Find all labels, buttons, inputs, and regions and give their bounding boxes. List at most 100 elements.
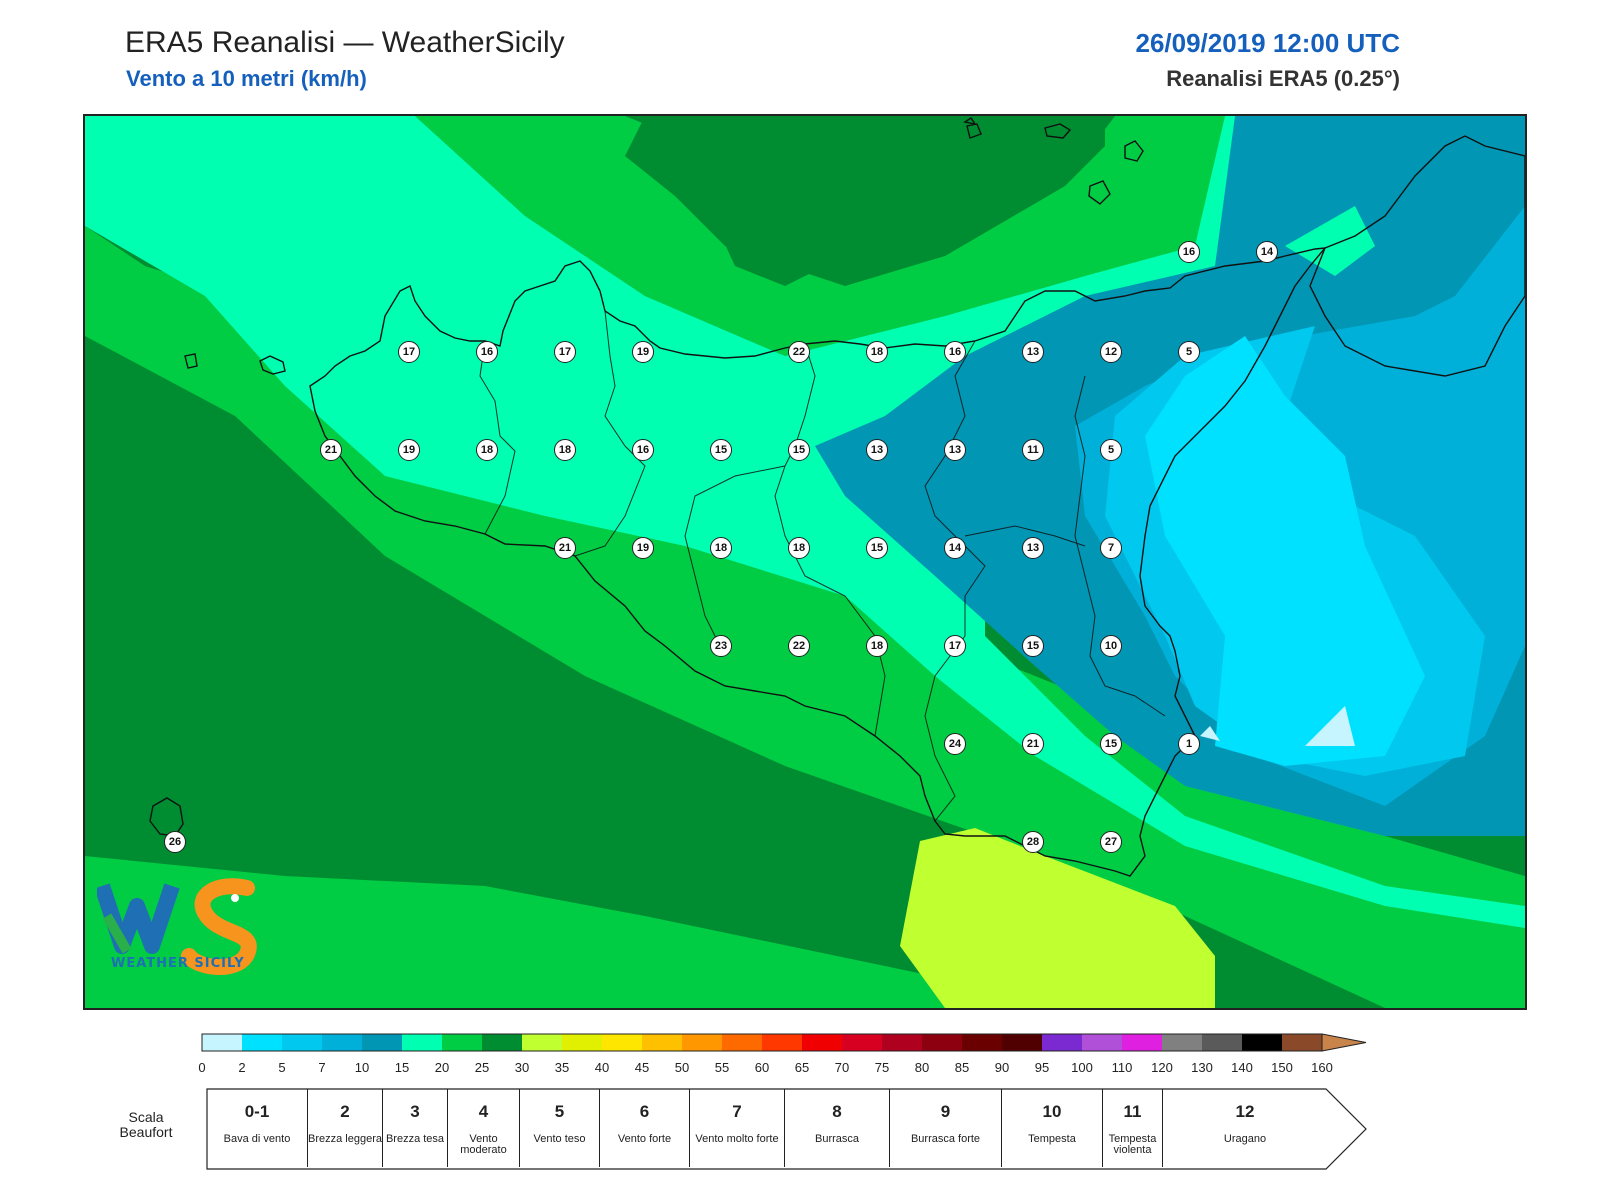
colorbar-label: 20 bbox=[434, 1060, 450, 1075]
station-value: 21 bbox=[320, 439, 342, 461]
station-value: 18 bbox=[554, 439, 576, 461]
station-value: 16 bbox=[1178, 241, 1200, 263]
beaufort-description: Vento molto forte bbox=[695, 1133, 779, 1145]
colorbar-label: 70 bbox=[834, 1060, 850, 1075]
beaufort-description: Vento teso bbox=[533, 1133, 586, 1145]
colorbar-cell bbox=[602, 1034, 642, 1051]
station-value: 7 bbox=[1100, 537, 1122, 559]
station-value: 19 bbox=[632, 537, 654, 559]
station-value: 14 bbox=[1256, 241, 1278, 263]
beaufort-cell: 2 Brezza leggera bbox=[307, 1089, 382, 1167]
legend: 0 2 5 7 10 15 20 25 30 35 40 45 50 55 60 65 70 75 80 85 90 95… bbox=[0, 1030, 1600, 1200]
colorbar-cell bbox=[1202, 1034, 1242, 1051]
station-value: 15 bbox=[710, 439, 732, 461]
colorbar-cell bbox=[722, 1034, 762, 1051]
beaufort-number: 8 bbox=[832, 1102, 842, 1121]
beaufort-description: Burrasca bbox=[814, 1133, 860, 1145]
map-title: ERA5 Reanalisi — WeatherSicily bbox=[125, 26, 565, 59]
wind-map: 17 16 17 19 22 18 16 13 12 5 16 14 21 19 18 18 16 15 15 13 1… bbox=[83, 114, 1527, 1010]
colorbar-cell bbox=[282, 1034, 322, 1051]
beaufort-number: 3 bbox=[410, 1102, 420, 1121]
ws-logo-icon bbox=[97, 878, 257, 976]
beaufort-cell: 7 Vento molto forte bbox=[689, 1089, 784, 1167]
station-value: 5 bbox=[1100, 439, 1122, 461]
colorbar-label: 80 bbox=[914, 1060, 930, 1075]
station-value: 28 bbox=[1022, 831, 1044, 853]
colorbar-cell bbox=[962, 1034, 1002, 1051]
beaufort-description: Brezza leggera bbox=[308, 1133, 382, 1145]
coastline bbox=[149, 117, 1525, 877]
colorbar-label: 120 bbox=[1151, 1060, 1173, 1075]
station-value: 18 bbox=[866, 635, 888, 657]
wind-band-2-5 bbox=[1145, 336, 1425, 766]
beaufort-description: Tempesta violenta bbox=[1108, 1133, 1157, 1156]
beaufort-number: 12 bbox=[1235, 1102, 1255, 1121]
colorbar-label: 100 bbox=[1071, 1060, 1093, 1075]
beaufort-description: Tempesta bbox=[1028, 1133, 1076, 1145]
logo-text: WEATHER SICILY bbox=[111, 956, 245, 971]
station-value: 13 bbox=[1022, 341, 1044, 363]
station-value: 14 bbox=[944, 537, 966, 559]
beaufort-number: 10 bbox=[1042, 1102, 1062, 1121]
station-value: 24 bbox=[944, 733, 966, 755]
beaufort-description: Brezza tesa bbox=[385, 1133, 445, 1145]
colorbar-label: 55 bbox=[714, 1060, 730, 1075]
colorbar-label: 45 bbox=[634, 1060, 650, 1075]
beaufort-description: Vento forte bbox=[617, 1133, 672, 1145]
beaufort-description: Bava di vento bbox=[223, 1133, 291, 1145]
colorbar-cell bbox=[762, 1034, 802, 1051]
colorbar-label: 25 bbox=[474, 1060, 490, 1075]
colorbar-cell bbox=[1242, 1034, 1282, 1051]
station-layer: 17 16 17 19 22 18 16 13 12 5 16 14 21 19 18 18 16 15 15 13 1… bbox=[85, 116, 1525, 1008]
colorbar-cell bbox=[442, 1034, 482, 1051]
colorbar-cell bbox=[202, 1034, 242, 1051]
colorbar-outline bbox=[201, 1033, 1323, 1052]
colorbar-label: 90 bbox=[994, 1060, 1010, 1075]
colorbar-cell bbox=[522, 1034, 562, 1051]
station-value: 12 bbox=[1100, 341, 1122, 363]
beaufort-scale: 0-1 Bava di vento 2 Brezza leggera 3 Brezza t… bbox=[207, 1089, 1403, 1169]
station-value: 15 bbox=[1022, 635, 1044, 657]
station-value: 17 bbox=[554, 341, 576, 363]
station-value: 17 bbox=[944, 635, 966, 657]
beaufort-number: 2 bbox=[340, 1102, 350, 1121]
beaufort-cell: 4 Vento moderato bbox=[447, 1089, 519, 1167]
colorbar-label: 40 bbox=[594, 1060, 610, 1075]
colorbar-label: 140 bbox=[1231, 1060, 1253, 1075]
colorbar-cell bbox=[882, 1034, 922, 1051]
station-value: 21 bbox=[554, 537, 576, 559]
station-value: 21 bbox=[1022, 733, 1044, 755]
station-value: 18 bbox=[866, 341, 888, 363]
colorbar-label: 35 bbox=[554, 1060, 570, 1075]
colorbar-cell bbox=[842, 1034, 882, 1051]
colorbar-cell bbox=[1122, 1034, 1162, 1051]
colorbar-label: 0 bbox=[198, 1060, 206, 1075]
colorbar-label: 15 bbox=[394, 1060, 410, 1075]
colorbar-label: 95 bbox=[1034, 1060, 1050, 1075]
colorbar-cell bbox=[1002, 1034, 1042, 1051]
data-source: Reanalisi ERA5 (0.25°) bbox=[1166, 66, 1400, 91]
station-value: 18 bbox=[710, 537, 732, 559]
wind-band-30-35 bbox=[900, 828, 1215, 1008]
station-value: 5 bbox=[1178, 341, 1200, 363]
wind-band-0-2 bbox=[1305, 706, 1355, 746]
beaufort-number: 5 bbox=[554, 1102, 565, 1121]
beaufort-number: 6 bbox=[639, 1102, 650, 1121]
beaufort-frame bbox=[206, 1088, 1367, 1170]
beaufort-number: 9 bbox=[940, 1102, 951, 1121]
wind-band-15-20-ne bbox=[1285, 206, 1375, 276]
station-value: 15 bbox=[866, 537, 888, 559]
station-value: 10 bbox=[1100, 635, 1122, 657]
station-value: 13 bbox=[944, 439, 966, 461]
beaufort-number: 11 bbox=[1123, 1102, 1142, 1121]
colorbar-cell bbox=[1162, 1034, 1202, 1051]
beaufort-number: 0-1 bbox=[244, 1102, 270, 1121]
colorbar-cell bbox=[642, 1034, 682, 1051]
beaufort-cell: 10 Tempesta bbox=[1001, 1089, 1102, 1167]
wind-band-0-2-coast bbox=[1200, 726, 1220, 741]
colorbar-label: 130 bbox=[1191, 1060, 1213, 1075]
colorbar-cell bbox=[1042, 1034, 1082, 1051]
beaufort-cell: 11 Tempesta violenta bbox=[1102, 1089, 1162, 1167]
station-value: 16 bbox=[476, 341, 498, 363]
colorbar-label: 7 bbox=[318, 1060, 326, 1075]
